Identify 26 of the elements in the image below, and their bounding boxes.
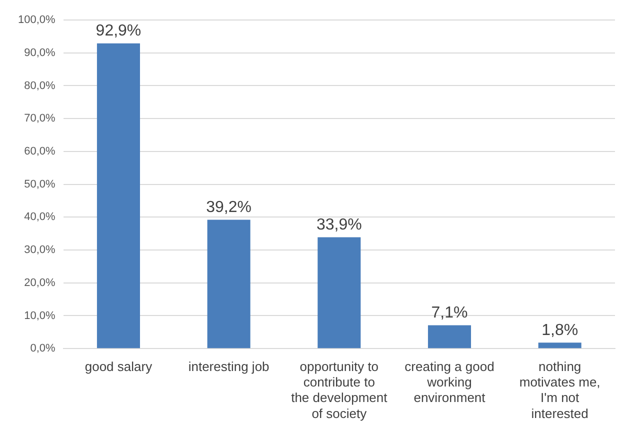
data-label: 7,1% xyxy=(431,304,468,322)
y-tick-label: 80,0% xyxy=(24,80,56,92)
y-tick-label: 10,0% xyxy=(24,310,56,322)
x-tick-label: opportunity to contribute to the development of society xyxy=(291,358,388,421)
y-tick-label: 90,0% xyxy=(24,46,56,59)
y-tick-label: 0,0% xyxy=(30,342,56,355)
y-tick-label: 70,0% xyxy=(24,112,56,125)
y-tick-label: 40,0% xyxy=(24,211,56,224)
y-tick-label: 60,0% xyxy=(24,145,56,158)
bar xyxy=(96,43,140,348)
data-label: 92,9% xyxy=(96,22,142,40)
x-tick-label: nothing motivates me, I'm not interested xyxy=(519,358,600,421)
bar xyxy=(428,325,472,348)
x-tick-label: interesting job xyxy=(188,358,270,374)
bar xyxy=(538,342,582,348)
data-label: 39,2% xyxy=(206,199,252,216)
data-label: 1,8% xyxy=(542,322,578,340)
y-tick-label: 100,0% xyxy=(18,14,56,26)
y-tick-label: 30,0% xyxy=(24,244,56,256)
bar xyxy=(318,237,361,348)
bar xyxy=(207,220,250,348)
x-tick-label: good salary xyxy=(84,358,153,374)
data-label: 33,9% xyxy=(316,216,362,234)
x-tick-label: creating a good working environment xyxy=(404,358,494,406)
y-tick-label: 20,0% xyxy=(24,276,56,289)
y-tick-label: 50,0% xyxy=(24,178,56,190)
